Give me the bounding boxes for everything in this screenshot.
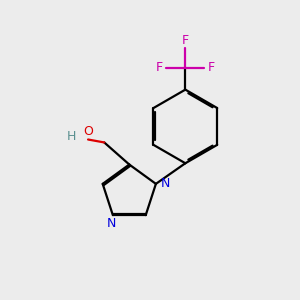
Text: H: H xyxy=(67,130,76,143)
Text: F: F xyxy=(208,61,215,74)
Text: N: N xyxy=(107,218,116,230)
Text: F: F xyxy=(155,61,163,74)
Text: N: N xyxy=(160,177,170,190)
Text: F: F xyxy=(182,34,189,47)
Text: O: O xyxy=(83,125,93,138)
